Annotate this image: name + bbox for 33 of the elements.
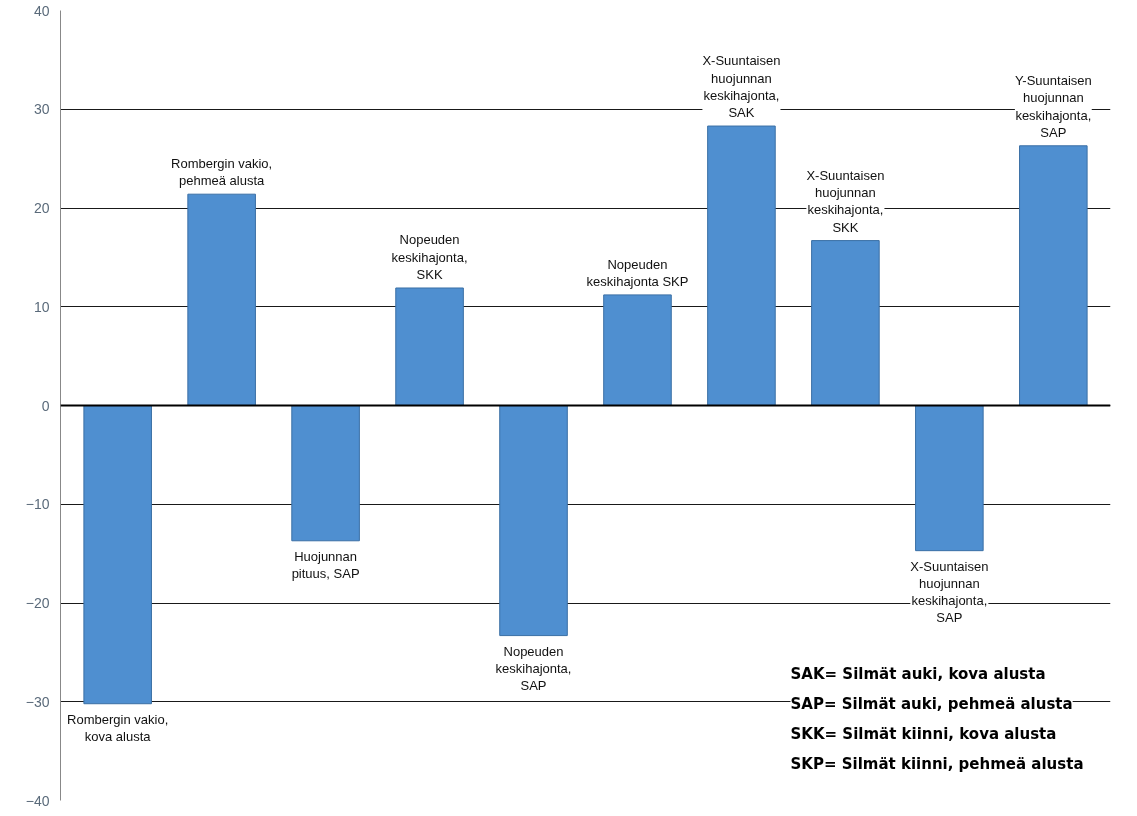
y-tick-label: −30 (25, 693, 50, 710)
bar (811, 240, 880, 406)
bar (707, 125, 776, 406)
annotation: Rombergin vakio, pehmeä alusta (171, 155, 273, 189)
annotation: SKK= Silmät kiinni, kova alusta (790, 724, 1057, 743)
annotation: X-Suuntaisen huojunnan keskihajonta, SAK (702, 53, 781, 121)
bar (187, 193, 256, 406)
y-tick-label: −20 (25, 595, 50, 611)
bar (915, 405, 984, 552)
annotation: Y-Suuntaisen huojunnan keskihajonta, SAP (1014, 73, 1092, 140)
bar (499, 405, 568, 637)
y-tick-label: 30 (33, 101, 50, 118)
bar (395, 287, 464, 406)
y-tick-label: 20 (33, 200, 50, 216)
bar (83, 405, 152, 705)
annotation: SAK= Silmät auki, kova alusta (790, 664, 1046, 683)
annotation: Nopeuden keskihajonta, SAP (495, 643, 572, 694)
annotation: Huojunnan pituus, SAP (291, 548, 360, 582)
y-tick-label: −10 (25, 496, 50, 513)
annotation: Nopeuden keskihajonta SKP (586, 256, 689, 289)
annotation: Rombergin vakio, kova alusta (67, 711, 169, 744)
annotation: X-Suuntaisen huojunnan keskihajonta, SAP (910, 558, 989, 626)
y-tick-label: 0 (41, 397, 50, 414)
y-tick-label: −40 (25, 792, 50, 809)
annotation: Nopeuden keskihajonta, SKK (391, 232, 468, 282)
annotation: X-Suuntaisen huojunnan keskihajonta, SKK (806, 167, 885, 235)
annotation: SKP= Silmät kiinni, pehmeä alusta (790, 754, 1084, 773)
y-tick-label: 10 (33, 298, 50, 315)
y-tick-label: 40 (33, 2, 50, 19)
bar (603, 294, 672, 406)
annotation: SAP= Silmät auki, pehmeä alusta (790, 694, 1073, 713)
bar (291, 405, 360, 542)
bar (1019, 145, 1088, 406)
